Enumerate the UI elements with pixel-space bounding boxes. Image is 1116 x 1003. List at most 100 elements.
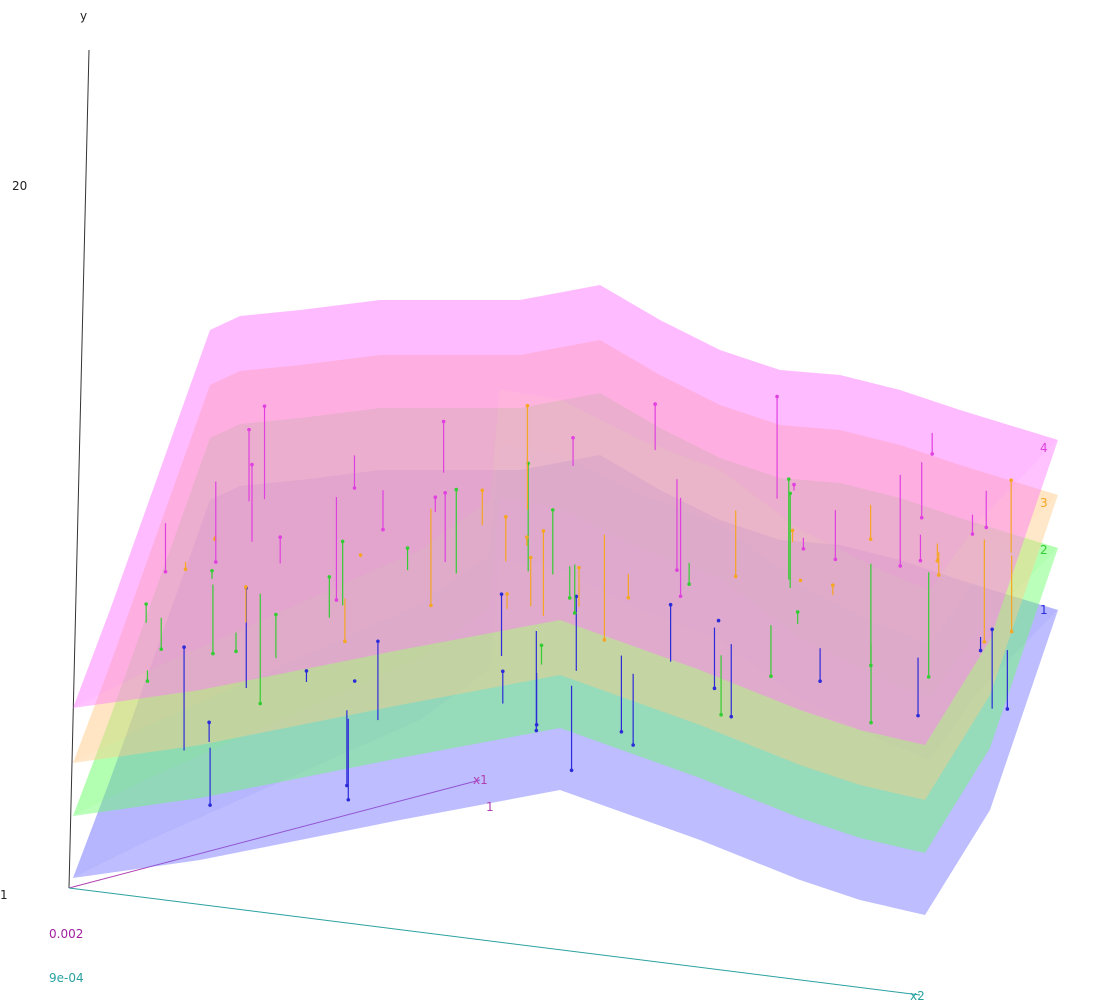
stem-point-2 — [234, 649, 238, 654]
stem-point-3 — [541, 529, 546, 533]
stem-point-3 — [1009, 629, 1014, 634]
stem-point-2 — [567, 596, 572, 600]
stem-point-2 — [795, 610, 800, 614]
series-label-3: 3 — [1040, 496, 1048, 510]
stem-point-4 — [775, 394, 779, 399]
stem-point-4 — [250, 462, 254, 467]
stem-point-3 — [525, 403, 530, 408]
stem-point-1 — [352, 679, 357, 683]
stem-point-2 — [719, 712, 723, 717]
stem-point-2 — [769, 674, 773, 679]
x2-axis-label: x2 — [910, 989, 925, 1003]
surface-front-2 — [73, 498, 1058, 853]
stem-point-2 — [211, 651, 215, 656]
x2-axis-line — [68, 887, 921, 996]
stem-point-1 — [729, 714, 734, 719]
stem-point-4 — [678, 594, 683, 599]
stem-point-1 — [712, 686, 717, 691]
stem-point-3 — [505, 592, 509, 596]
stem-point-2 — [788, 491, 792, 496]
stem-point-1 — [574, 594, 579, 599]
stem-point-1 — [534, 728, 539, 733]
stem-point-2 — [159, 647, 164, 651]
surface-top-4 — [73, 285, 1058, 708]
stem-point-1 — [182, 645, 186, 649]
stem-point-4 — [441, 419, 446, 424]
y-tick-top: 20 — [12, 179, 27, 193]
stem-point-1 — [569, 768, 574, 773]
stem-point-1 — [346, 797, 351, 802]
stem-point-2 — [145, 679, 150, 683]
stem-point-1 — [716, 618, 721, 623]
stem-point-3 — [429, 603, 433, 608]
stem-point-3 — [733, 574, 738, 579]
stem-point-2 — [258, 701, 263, 706]
stem-point-4 — [247, 427, 251, 432]
series-label-2: 2 — [1040, 543, 1048, 557]
series-label-4: 4 — [1040, 441, 1048, 455]
stem-point-3 — [602, 638, 607, 642]
stem-point-3 — [577, 565, 581, 570]
stem-point-3 — [936, 573, 941, 577]
stem-point-2 — [539, 643, 544, 648]
stem-point-4 — [352, 486, 357, 490]
stem-point-4 — [213, 560, 218, 564]
stem-point-2 — [550, 508, 555, 512]
stem-point-3 — [790, 528, 795, 533]
series-label-1: 1 — [1040, 603, 1048, 617]
stem-point-4 — [970, 532, 975, 536]
stem-point-4 — [898, 564, 903, 568]
stem-point-3 — [524, 535, 529, 539]
stem-point-2 — [405, 546, 410, 550]
stem-point-3 — [798, 578, 803, 583]
stem-point-3 — [982, 639, 987, 644]
stem-point-1 — [499, 592, 504, 596]
stem-point-3 — [831, 583, 835, 588]
stem-point-2 — [869, 720, 873, 725]
stem-point-4 — [653, 402, 657, 406]
stem-point-2 — [454, 487, 459, 492]
stem-point-4 — [433, 495, 438, 500]
stem-point-1 — [500, 669, 505, 674]
stem-point-1 — [668, 602, 673, 607]
stem-point-4 — [675, 568, 679, 572]
observation-stems — [144, 394, 1014, 807]
surface-layers — [73, 285, 1058, 915]
stem-point-4 — [984, 525, 989, 530]
stem-point-3 — [183, 567, 188, 572]
stem-point-1 — [990, 627, 994, 632]
x2-min-label: 9e-04 — [49, 971, 84, 985]
stem-point-2 — [144, 602, 148, 606]
x1-axis-line — [68, 779, 481, 889]
stem-point-3 — [244, 585, 248, 589]
stem-point-2 — [687, 582, 691, 586]
stem-point-1 — [534, 722, 539, 727]
stem-point-4 — [918, 558, 923, 563]
stem-point-2 — [327, 575, 332, 579]
stem-point-3 — [626, 595, 631, 600]
stem-point-2 — [572, 611, 577, 615]
stem-point-3 — [480, 488, 485, 493]
y-axis-label: y — [80, 9, 87, 23]
stem-point-3 — [1009, 478, 1013, 482]
stem-point-4 — [792, 482, 796, 487]
surface-front-1 — [73, 560, 1058, 915]
x1-axis-label: x1 — [473, 773, 488, 787]
stem-point-4 — [571, 435, 575, 440]
stem-point-2 — [274, 612, 278, 617]
stem-point-3 — [358, 553, 363, 557]
stem-point-4 — [801, 546, 806, 551]
stem-point-1 — [631, 743, 635, 747]
stem-point-1 — [207, 720, 211, 725]
stem-point-4 — [443, 491, 448, 495]
stem-point-4 — [919, 515, 924, 520]
stem-point-1 — [978, 648, 983, 653]
stem-point-4 — [833, 557, 838, 562]
stem-point-1 — [376, 639, 380, 644]
stem-point-4 — [930, 452, 934, 456]
stem-point-1 — [304, 669, 309, 673]
stem-point-4 — [381, 527, 385, 532]
y-axis-line — [68, 49, 90, 889]
stem-point-1 — [619, 729, 624, 734]
surface-front-4 — [73, 390, 1058, 745]
